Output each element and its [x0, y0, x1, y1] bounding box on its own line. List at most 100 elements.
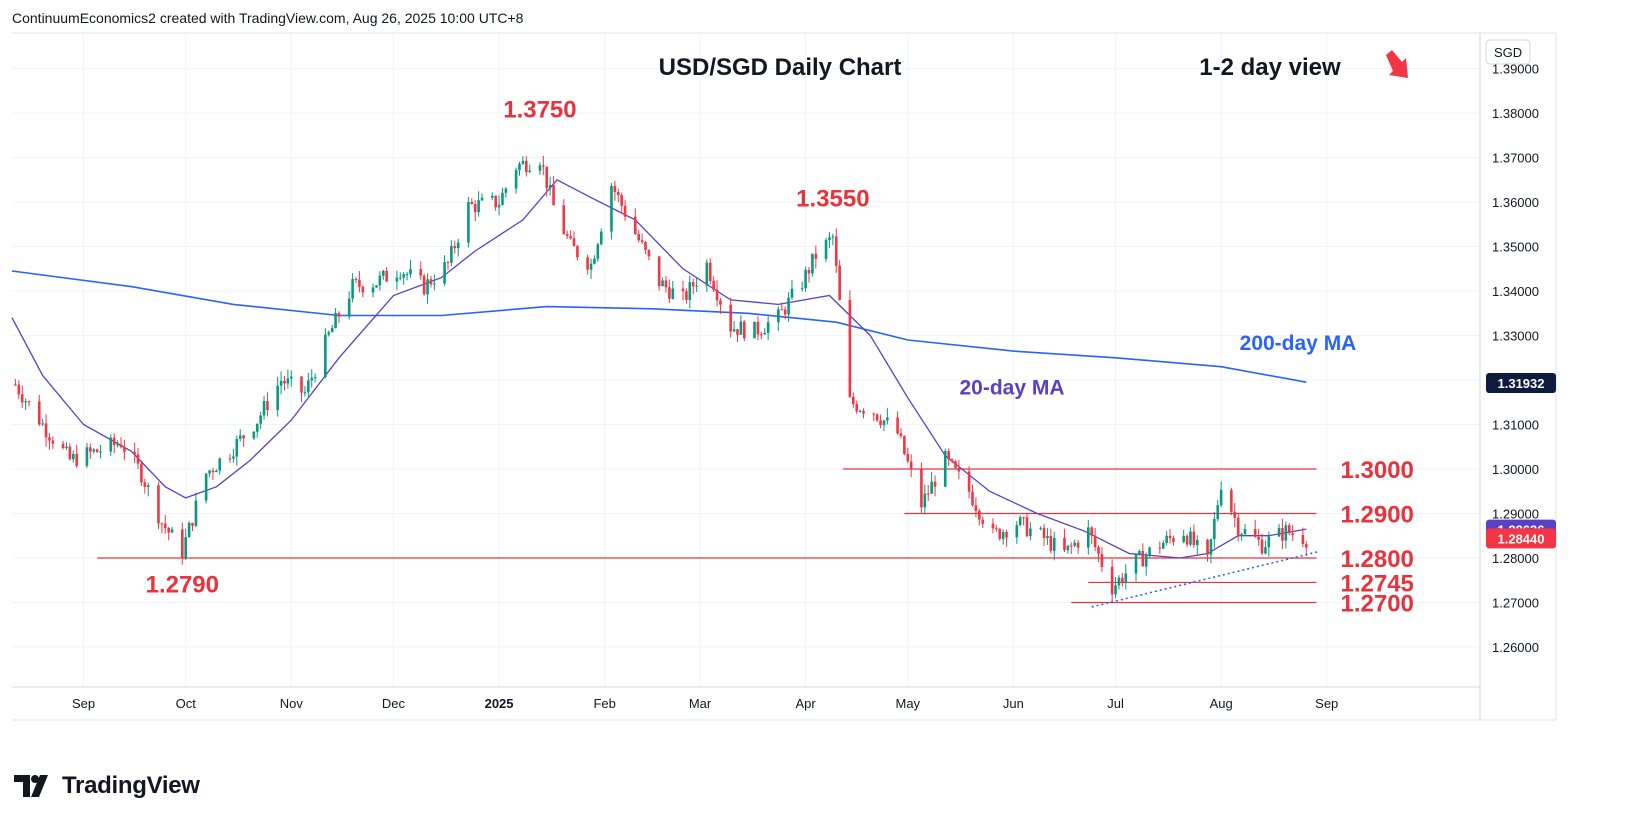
axes: 1.39000 1.38000 1.37000 1.36000 1.35000 1.340… — [12, 32, 1557, 721]
candle — [998, 527, 1002, 541]
candle-body — [548, 185, 552, 189]
x-tick-label: Jul — [1107, 696, 1124, 711]
candle — [657, 256, 661, 291]
candle — [218, 457, 222, 475]
currency-badge[interactable] — [1485, 39, 1531, 65]
last-price-tag-box — [1486, 528, 1556, 549]
candle — [157, 481, 160, 530]
candle — [923, 484, 927, 515]
candle-body — [1029, 528, 1032, 537]
candle — [446, 260, 450, 270]
candle — [1168, 529, 1172, 544]
candle-body — [528, 170, 532, 172]
chart-title: USD/SGD Daily Chart — [659, 54, 902, 81]
candle-body — [235, 438, 239, 457]
candle — [800, 281, 804, 292]
candle-body — [1230, 489, 1233, 512]
candle — [119, 437, 123, 449]
candle-body — [586, 257, 589, 270]
candle-body — [647, 249, 651, 257]
candle-body — [634, 216, 637, 234]
candle-body — [616, 192, 620, 196]
tradingview-brand: TradingView — [62, 772, 200, 799]
candle-body — [375, 285, 378, 288]
candle — [242, 434, 245, 447]
candle-body — [109, 437, 113, 452]
candle — [906, 447, 910, 464]
y-tick-label: 1.27000 — [1492, 595, 1539, 610]
candle — [858, 409, 862, 413]
candle-body — [742, 321, 746, 339]
candle — [89, 443, 92, 459]
candle-body — [1025, 517, 1029, 537]
candle-body — [954, 461, 957, 468]
candle-body — [402, 274, 405, 278]
candle-body — [262, 401, 266, 416]
candle — [613, 180, 617, 201]
candle — [1260, 533, 1264, 555]
candle — [957, 459, 961, 480]
candle-body — [1192, 531, 1196, 546]
candle — [1233, 502, 1237, 528]
y-tick-label: 1.26000 — [1492, 640, 1539, 655]
candle — [640, 233, 644, 244]
candle — [671, 281, 675, 300]
annotations: USD/SGD Daily Chart 1-2 day view 20-day … — [146, 50, 1408, 598]
candle — [620, 192, 623, 214]
candle-body — [112, 437, 116, 445]
candle — [398, 272, 402, 281]
candle — [647, 249, 651, 261]
tradingview-logo[interactable]: TradingView — [14, 772, 200, 800]
candle — [1022, 516, 1025, 526]
candle-body — [433, 283, 436, 285]
candle — [1230, 487, 1233, 516]
candle — [307, 372, 310, 398]
candle — [1052, 531, 1056, 561]
candle-body — [467, 201, 470, 243]
candle — [971, 484, 974, 507]
candle-body — [777, 309, 780, 323]
candle — [262, 395, 266, 420]
candle-body — [1063, 537, 1066, 551]
candle-body — [456, 242, 460, 249]
candle — [405, 271, 409, 281]
candle — [943, 448, 947, 488]
candle — [1015, 521, 1019, 544]
candle-body — [490, 195, 494, 198]
candle — [811, 253, 814, 277]
candle-body — [1087, 527, 1090, 548]
candle — [72, 450, 75, 463]
candle — [1121, 572, 1124, 587]
candle-body — [971, 491, 974, 506]
candle — [742, 319, 746, 342]
candle-body — [875, 414, 879, 421]
candle — [1029, 522, 1032, 541]
candle-body — [691, 282, 695, 287]
candle-body — [470, 201, 474, 204]
candle — [286, 369, 290, 389]
candle — [450, 240, 453, 267]
candle-body — [719, 300, 722, 305]
candle — [1253, 519, 1257, 538]
candle — [337, 311, 341, 324]
candle-body — [85, 447, 89, 466]
candle-body — [204, 473, 208, 501]
x-tick-label: Nov — [280, 696, 304, 711]
candle — [300, 375, 303, 403]
candle-body — [170, 529, 174, 533]
candle — [1172, 535, 1175, 546]
candle — [760, 331, 763, 340]
candle — [879, 414, 882, 429]
candle — [395, 270, 399, 290]
candle-body — [923, 493, 927, 508]
candle — [1185, 533, 1189, 548]
y-tick-label: 1.39000 — [1492, 62, 1539, 77]
ma200-layer — [11, 270, 1307, 383]
candle-body — [242, 435, 245, 439]
candle-body — [610, 185, 613, 232]
candle — [1066, 545, 1070, 554]
candle — [1287, 522, 1291, 536]
candle — [238, 429, 242, 442]
candle — [24, 398, 27, 411]
